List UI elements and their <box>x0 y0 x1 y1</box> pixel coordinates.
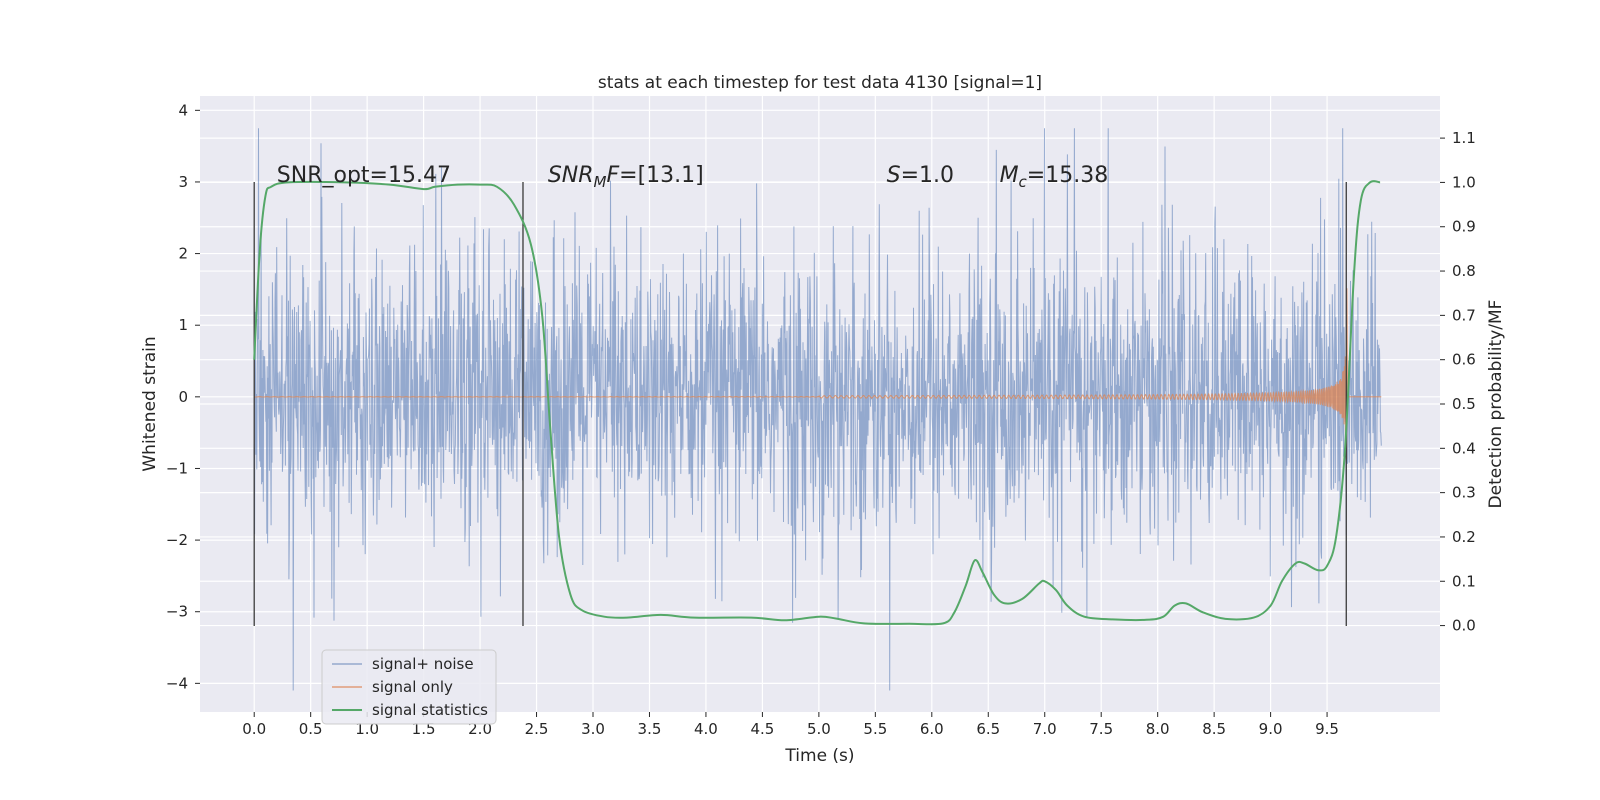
x-tick-label: 8.0 <box>1146 720 1170 738</box>
x-tick-label: 9.5 <box>1315 720 1339 738</box>
y-right-tick-label: 0.5 <box>1452 395 1476 413</box>
x-tick-label: 5.5 <box>863 720 887 738</box>
series-line-signal-noise <box>253 128 1382 691</box>
legend: signal+ noise signal only signal statistic… <box>321 649 497 725</box>
y-axis-label: Whitened strain <box>140 336 160 471</box>
x-tick-label: 0.5 <box>299 720 323 738</box>
x-tick-label: 8.5 <box>1202 720 1226 738</box>
y-tick-label: 1 <box>178 316 188 334</box>
annotation-label: SNR_opt=15.47 <box>277 163 451 188</box>
y-right-tick-label: 0.7 <box>1452 306 1476 324</box>
x-tick-label: 3.0 <box>581 720 605 738</box>
x-tick-label: 9.0 <box>1259 720 1283 738</box>
y-right-axis-ticks: 1.1 1.0 0.9 0.8 0.7 0.6 0.5 0.4 0.3 0.2 0.1 0.0 <box>1440 129 1476 635</box>
chart-title: stats at each timestep for test data 413… <box>598 73 1042 93</box>
annotation-label: Mc=15.38 <box>1000 163 1109 191</box>
x-tick-label: 3.5 <box>638 720 662 738</box>
y-right-tick-label: 0.6 <box>1452 351 1476 369</box>
y-tick-label: 0 <box>178 388 188 406</box>
x-tick-label: 6.5 <box>976 720 1000 738</box>
y-right-tick-label: 1.0 <box>1452 173 1476 191</box>
annotation-label: S=1.0 <box>887 163 954 188</box>
x-axis-label: Time (s) <box>784 746 854 766</box>
series-signal-only <box>254 288 1382 460</box>
y-tick-label: 3 <box>178 173 188 191</box>
y-tick-label: −1 <box>166 459 188 477</box>
y-tick-label: 4 <box>178 101 188 119</box>
y-right-tick-label: 1.1 <box>1452 129 1476 147</box>
y-right-tick-label: 0.8 <box>1452 262 1476 280</box>
x-tick-label: 6.0 <box>920 720 944 738</box>
x-tick-label: 5.0 <box>807 720 831 738</box>
y-tick-label: 2 <box>178 245 188 263</box>
y-right-tick-label: 0.3 <box>1452 484 1476 502</box>
y-right-axis-label: Detection probability/MF <box>1486 300 1506 509</box>
y-right-tick-label: 0.1 <box>1452 572 1476 590</box>
y-right-tick-label: 0.2 <box>1452 528 1476 546</box>
y-right-tick-label: 0.4 <box>1452 439 1476 457</box>
x-tick-label: 7.0 <box>1033 720 1057 738</box>
y-tick-label: −3 <box>166 603 188 621</box>
series-line-signal-statistics <box>253 180 1381 626</box>
legend-label: signal+ noise <box>372 655 474 673</box>
x-tick-label: 4.5 <box>750 720 774 738</box>
series-signal-statistics <box>253 180 1381 626</box>
x-tick-label: 4.0 <box>694 720 718 738</box>
legend-label: signal only <box>372 678 453 696</box>
series-signal-noise <box>253 128 1382 691</box>
series-line-signal-only <box>254 288 1382 460</box>
vertical-markers <box>253 181 1347 627</box>
legend-label: signal statistics <box>372 701 488 719</box>
y-tick-label: −4 <box>166 674 188 692</box>
x-tick-label: 7.5 <box>1089 720 1113 738</box>
annotation-label: SNRMF=[13.1] <box>548 163 704 191</box>
annotations: SNR_opt=15.47 SNRMF=[13.1] S=1.0 Mc=15.38 <box>277 163 1108 191</box>
legend-box <box>321 649 497 725</box>
x-tick-label: 2.5 <box>525 720 549 738</box>
x-tick-label: 0.0 <box>242 720 266 738</box>
y-tick-label: −2 <box>166 531 188 549</box>
y-axis-ticks: 4 3 2 1 0 −1 −2 −3 −4 <box>166 101 200 692</box>
x-axis-ticks: 0.0 0.5 1.0 1.5 2.0 2.5 3.0 3.5 4.0 4.5 5.0 5.5 6.0 6… <box>242 712 1339 738</box>
y-right-tick-label: 0.9 <box>1452 218 1476 236</box>
y-right-tick-label: 0.0 <box>1452 617 1476 635</box>
